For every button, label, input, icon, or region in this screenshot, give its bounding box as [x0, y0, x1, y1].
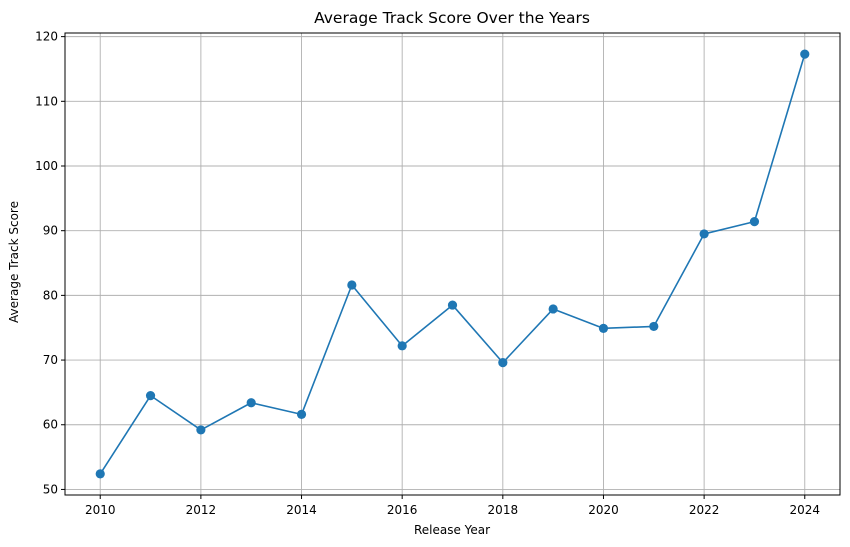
x-tick-label: 2014	[286, 503, 317, 517]
chart-title: Average Track Score Over the Years	[314, 9, 590, 27]
data-point-2010	[95, 469, 105, 479]
y-tick-label: 110	[35, 94, 58, 108]
y-tick-label: 100	[35, 159, 58, 173]
data-point-2016	[397, 341, 407, 351]
data-point-2019	[548, 304, 558, 314]
data-point-2021	[649, 321, 659, 332]
y-tick-label: 90	[43, 224, 58, 238]
plot-frame	[64, 32, 841, 496]
data-point-2017	[447, 300, 458, 310]
data-point-2020	[598, 323, 609, 333]
x-tick-label: 2010	[85, 503, 116, 517]
ticks-layer: 2010 2012 2014 2016 2018 2020 2022 2024 50 60 70 80…	[35, 30, 820, 517]
data-point-2024	[800, 49, 810, 59]
data-point-2018	[498, 358, 508, 368]
x-tick-label: 2016	[387, 503, 418, 517]
y-tick-label: 50	[43, 482, 58, 496]
x-tick-label: 2024	[789, 503, 820, 517]
x-tick-label: 2012	[186, 503, 217, 517]
y-tick-label: 70	[43, 353, 58, 367]
y-tick-label: 120	[35, 30, 58, 44]
data-point-2022	[699, 229, 709, 239]
data-point-2015	[347, 280, 357, 290]
grid-layer	[65, 33, 840, 495]
data-point-2013	[246, 398, 256, 408]
y-tick-label: 60	[43, 418, 58, 432]
x-axis-label: Release Year	[414, 523, 490, 537]
y-tick-label: 80	[43, 288, 58, 302]
x-tick-label: 2022	[689, 503, 720, 517]
x-tick-label: 2018	[488, 503, 519, 517]
data-point-2023	[749, 217, 760, 227]
x-tick-label: 2020	[588, 503, 619, 517]
data-point-2011	[145, 391, 156, 401]
series-layer	[95, 49, 810, 479]
data-point-2014	[296, 409, 307, 419]
data-point-2012	[196, 425, 206, 435]
y-axis-label: Average Track Score	[7, 201, 21, 323]
